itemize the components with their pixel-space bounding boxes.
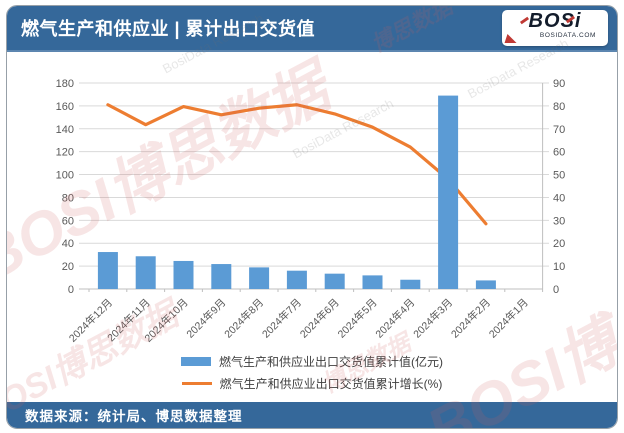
x-axis-label: 2024年5月 [335, 296, 380, 341]
right-axis-tick: 70 [553, 124, 565, 136]
bar-2024年7月 [286, 270, 307, 289]
x-axis-label: 2024年1月 [486, 296, 531, 341]
legend-bar-swatch [181, 357, 211, 366]
left-axis-tick: 0 [68, 284, 74, 296]
left-axis-tick: 60 [62, 215, 74, 227]
legend-bar-label: 燃气生产和供应业出口交货值累计值(亿元) [219, 355, 443, 369]
chart-area: 0 20 40 60 80 100 120 140 160 180 0 10 20 30 40 50 60 70 8… [7, 52, 617, 352]
right-axis-tick: 10 [553, 261, 565, 273]
legend-line-label: 燃气生产和供应业出口交货值累计增长(%) [219, 377, 443, 391]
bar-2024年8月 [249, 267, 270, 289]
left-axis-tick: 120 [56, 147, 74, 159]
right-axis-tick: 20 [553, 238, 565, 250]
right-axis-tick: 90 [553, 78, 565, 90]
left-axis-tick: 40 [62, 238, 74, 250]
footer: 数据来源：统计局、博思数据整理 [7, 402, 617, 428]
bar-2024年12月 [97, 252, 118, 289]
bar-2024年3月 [438, 95, 459, 289]
left-axis-tick: 140 [56, 124, 74, 136]
x-axis-label: 2024年2月 [448, 296, 493, 341]
left-axis-tick: 20 [62, 261, 74, 273]
bar-2024年4月 [400, 279, 421, 289]
x-axis-label: 2024年8月 [222, 296, 267, 341]
right-axis-tick: 80 [553, 101, 565, 113]
bar-2024年11月 [135, 256, 156, 289]
bar-2024年2月 [475, 280, 496, 289]
left-axis-tick: 100 [56, 170, 74, 182]
logo-site-text: BOSIDATA.COM [539, 32, 596, 39]
data-source: 数据来源：统计局、博思数据整理 [25, 409, 243, 424]
legend-line-swatch [181, 382, 212, 385]
right-axis-tick: 50 [553, 170, 565, 182]
left-axis-tick: 160 [56, 101, 74, 113]
x-axis-label: 2024年7月 [259, 296, 304, 341]
combo-chart: 0 20 40 60 80 100 120 140 160 180 0 10 20 30 40 50 60 70 8… [56, 78, 566, 345]
bar-2024年10月 [173, 260, 194, 289]
right-axis-tick: 40 [553, 192, 565, 204]
x-axis-label: 2024年9月 [184, 296, 229, 341]
x-axis-label: 2024年3月 [411, 296, 456, 341]
right-axis-tick: 30 [553, 215, 565, 227]
bar-2024年9月 [211, 264, 232, 289]
bar-2024年6月 [324, 273, 345, 289]
page-title: 燃气生产和供应业 | 累计出口交货值 [21, 19, 316, 39]
left-axis-tick: 80 [62, 192, 74, 204]
x-axis-label: 2024年4月 [373, 296, 418, 341]
chart-legend: 燃气生产和供应业出口交货值累计值(亿元) 燃气生产和供应业出口交货值累计增长(%… [7, 353, 617, 392]
logo-triangle-icon [504, 34, 520, 43]
legend-item-bar: 燃气生产和供应业出口交货值累计值(亿元) [181, 353, 443, 370]
legend-item-line: 燃气生产和供应业出口交货值累计增长(%) [181, 375, 443, 392]
left-axis-tick: 180 [56, 78, 74, 90]
logo-wordmark: BOSi [528, 10, 582, 32]
x-axis-label: 2024年6月 [297, 296, 342, 341]
header: 燃气生产和供应业 | 累计出口交货值 BOSi BOSIDATA.COM [7, 6, 617, 52]
bosi-logo: BOSi BOSIDATA.COM [502, 10, 608, 46]
right-axis-tick: 0 [553, 284, 559, 296]
right-axis-tick: 60 [553, 147, 565, 159]
chart-card: 燃气生产和供应业 | 累计出口交货值 BOSi BOSIDATA.COM 0 20… [6, 5, 618, 429]
bar-2024年5月 [362, 275, 383, 289]
growth-line [106, 103, 488, 226]
